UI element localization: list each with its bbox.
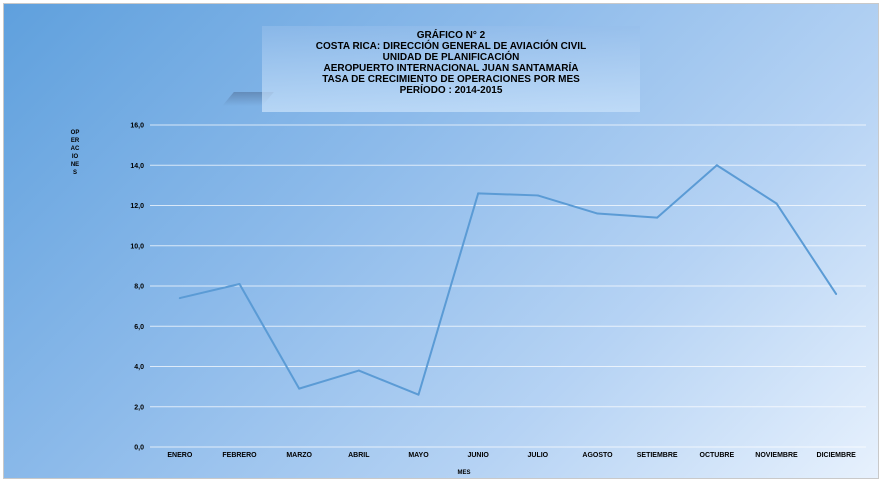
- y-tick-label: 8,0: [134, 284, 144, 291]
- y-tick-label: 4,0: [134, 364, 144, 371]
- x-tick-label: ABRIL: [348, 452, 370, 459]
- data-point: [835, 293, 838, 296]
- x-tick-label: OCTUBRE: [700, 452, 735, 459]
- chart-title-line-5: TASA DE CRECIMIENTO DE OPERACIONES POR M…: [322, 74, 580, 85]
- y-tick-label: 6,0: [134, 324, 144, 331]
- data-point: [298, 387, 301, 390]
- x-tick-label: AGOSTO: [582, 452, 613, 459]
- chart-title-line-6: PERÍODO : 2014-2015: [399, 85, 503, 96]
- x-tick-label: FEBRERO: [222, 452, 257, 459]
- chart-title-box: GRÁFICO N° 2 COSTA RICA: DIRECCIÓN GENER…: [262, 26, 640, 112]
- x-tick-label: JUNIO: [467, 452, 489, 459]
- x-tick-label: JULIO: [528, 452, 549, 459]
- chart-title-line-4: AEROPUERTO INTERNACIONAL JUAN SANTAMARÍA: [323, 63, 579, 74]
- data-point: [417, 393, 420, 396]
- x-tick-label: SETIEMBRE: [637, 452, 678, 459]
- chart-title-line-3: UNIDAD DE PLANIFICACIÓN: [382, 52, 520, 63]
- chart-title-line-2: COSTA RICA: DIRECCIÓN GENERAL DE AVIACIÓ…: [315, 41, 587, 52]
- y-tick-label: 16,0: [130, 123, 144, 130]
- x-tick-label: ENERO: [167, 452, 192, 459]
- x-tick-label: NOVIEMBRE: [755, 452, 798, 459]
- y-tick-label: 14,0: [130, 163, 144, 170]
- x-tick-label: MAYO: [408, 452, 429, 459]
- x-axis-label: MES: [457, 470, 471, 476]
- data-point: [596, 212, 599, 215]
- chart-title-line-1: GRÁFICO N° 2: [416, 30, 486, 41]
- data-point: [477, 192, 480, 195]
- data-point: [357, 369, 360, 372]
- series-line: [179, 164, 838, 396]
- chart-frame: GRÁFICO N° 2 COSTA RICA: DIRECCIÓN GENER…: [3, 3, 879, 479]
- data-point: [775, 202, 778, 205]
- data-point: [715, 164, 718, 167]
- y-tick-label: 0,0: [134, 445, 144, 452]
- y-tick-label: 2,0: [134, 404, 144, 411]
- data-point: [178, 297, 181, 300]
- data-point: [656, 216, 659, 219]
- x-tick-label: DICIEMBRE: [817, 452, 857, 459]
- data-point: [536, 194, 539, 197]
- data-point: [238, 282, 241, 285]
- y-axis-label: OPERACIONES: [70, 130, 80, 176]
- x-tick-label: MARZO: [286, 452, 312, 459]
- y-tick-label: 10,0: [130, 243, 144, 250]
- y-tick-label: 12,0: [130, 203, 144, 210]
